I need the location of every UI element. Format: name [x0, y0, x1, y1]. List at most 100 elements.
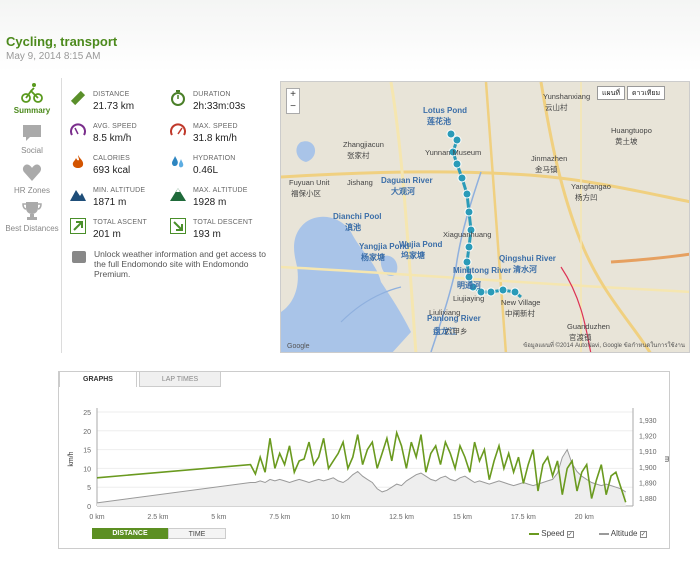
tab-graphs[interactable]: GRAPHS: [59, 371, 137, 387]
y-tick-label: 25: [83, 410, 91, 417]
nav-best-distances[interactable]: Best Distances: [4, 200, 60, 233]
mountain-low-icon: [70, 190, 86, 201]
legend-altitude[interactable]: Altitude ✓: [599, 529, 647, 538]
stat-value: 31.8 km/h: [193, 133, 237, 144]
nav-social[interactable]: Social: [4, 122, 60, 155]
activity-date: May 9, 2014 8:15 AM: [6, 51, 101, 62]
side-navigation: Summary Social HR Zones Best Distances: [0, 78, 62, 353]
map-type-satellite-button[interactable]: ดาวเทียม: [627, 86, 666, 100]
y2-tick-label: 1,880: [639, 496, 657, 503]
map-label: Liulixiang: [429, 308, 461, 317]
legend-altitude-label: Altitude: [610, 529, 638, 538]
map-label: 明通河: [457, 281, 481, 290]
stat-label: MAX. ALTITUDE: [193, 187, 248, 194]
stat-label: DURATION: [193, 91, 231, 98]
map-label: Fuyuan Unit: [289, 178, 330, 187]
y2-tick-label: 1,910: [639, 449, 657, 456]
map-label: Panlong River: [427, 314, 481, 323]
stat-label: AVG. SPEED: [93, 123, 137, 130]
map-label: 云山村: [545, 103, 568, 112]
map-label: Liujiaying: [453, 294, 485, 303]
map-label: 官渡镇: [569, 333, 592, 342]
map-zoom-control[interactable]: + −: [286, 88, 300, 114]
map-label: Jishang: [347, 178, 373, 187]
map-label: Yunnan Museum: [425, 148, 482, 157]
x-tick-label: 15 km: [453, 514, 472, 521]
legend-speed[interactable]: Speed ✓: [529, 529, 574, 538]
map-label: Yangjia Pond: [359, 242, 410, 251]
map-label: Mingtong River: [453, 266, 512, 275]
stat-value: 0.46L: [193, 165, 219, 176]
y2-tick-label: 1,900: [639, 465, 657, 472]
map-label: 六甲乡: [445, 327, 468, 336]
map-label: Zhangjiacun: [343, 140, 384, 149]
y-tick-label: 5: [87, 485, 91, 492]
map-label: Huangtuopo: [611, 126, 652, 135]
tab-lap-times[interactable]: LAP TIMES: [139, 371, 221, 387]
map-type-map-button[interactable]: แผนที่: [597, 86, 626, 100]
y-tick-label: 0: [87, 504, 91, 511]
graph-panel: GRAPHS LAP TIMES 0 5 10 15 20 25 1,880 1,890 1,9…: [58, 371, 670, 549]
checkbox-icon[interactable]: ✓: [639, 531, 647, 538]
map-label: Wujia Pond: [399, 240, 443, 249]
activity-title: Cycling, transport: [6, 34, 118, 49]
stat-total-descent: TOTAL DESCENT 193 m: [170, 214, 270, 244]
route-map[interactable]: + − แผนที่ ดาวเทียม Lotus Pond 莲花池 Yunna…: [280, 81, 690, 353]
stat-value: 693 kcal: [93, 165, 131, 176]
checkbox-icon[interactable]: ✓: [566, 531, 574, 538]
stat-calories: CALORIES 693 kcal: [70, 150, 170, 180]
arrow-up-right-icon: [70, 218, 86, 234]
nav-label: Social: [21, 146, 43, 155]
nav-label: Summary: [13, 106, 51, 115]
stat-value: 193 m: [193, 229, 221, 240]
weather-upsell-text: Unlock weather information and get acces…: [94, 249, 266, 279]
speech-bubble-icon: [23, 125, 41, 141]
stat-value: 21.73 km: [93, 101, 135, 112]
stopwatch-icon: [171, 90, 185, 106]
map-label: 中闸新村: [505, 309, 535, 318]
x-tick-label: 20 km: [575, 514, 594, 521]
map-label: Guanduzhen: [567, 322, 610, 331]
x-tick-label: 12.5 km: [389, 514, 414, 521]
map-label: 福保小区: [291, 189, 321, 198]
stat-avg-speed: AVG. SPEED 8.5 km/h: [70, 118, 170, 148]
map-label: 坞家塘: [401, 251, 425, 260]
stat-label: DISTANCE: [93, 91, 130, 98]
map-zoom-in-button[interactable]: +: [290, 89, 296, 100]
stat-value: 8.5 km/h: [93, 133, 132, 144]
google-logo: Google: [287, 343, 310, 350]
mountain-high-icon: [170, 188, 186, 201]
stat-total-ascent: TOTAL ASCENT 201 m: [70, 214, 170, 244]
map-label: 滇池: [345, 223, 361, 232]
x-axis-distance-toggle[interactable]: DISTANCE: [92, 528, 168, 539]
heart-icon: [22, 164, 42, 181]
map-label: Qingshui River: [499, 254, 556, 263]
y2-tick-label: 1,920: [639, 434, 657, 441]
altitude-swatch: [599, 532, 609, 535]
altitude-area: [97, 449, 626, 506]
stat-label: MAX. SPEED: [193, 123, 238, 130]
stat-duration: DURATION 2h:33m:03s: [170, 86, 270, 116]
map-attribution[interactable]: ข้อมูลแผนที่ ©2014 AutoNavi, Google ข้อก…: [523, 343, 685, 349]
nav-summary[interactable]: Summary: [4, 82, 60, 115]
x-tick-label: 2.5 km: [147, 514, 168, 521]
map-label: Yangfangao: [571, 182, 611, 191]
stat-hydration: HYDRATION 0.46L: [170, 150, 270, 180]
map-label: 莲花池: [427, 117, 451, 126]
stat-value: 201 m: [93, 229, 121, 240]
map-label: Xiaguanhuang: [443, 230, 492, 239]
x-axis-time-toggle[interactable]: TIME: [168, 528, 226, 539]
stat-value: 1871 m: [93, 197, 127, 208]
x-tick-label: 5 km: [211, 514, 226, 521]
stat-label: HYDRATION: [193, 155, 236, 162]
map-label: 清水河: [513, 265, 537, 274]
y2-axis-label: m: [663, 456, 669, 462]
stat-distance: DISTANCE 21.73 km: [70, 86, 170, 116]
map-zoom-out-button[interactable]: −: [290, 101, 296, 112]
map-canvas: [281, 82, 689, 352]
x-tick-label: 0 km: [89, 514, 104, 521]
speed-altitude-chart[interactable]: 0 5 10 15 20 25 1,880 1,890 1,900 1,910 1,920 1,930…: [59, 390, 669, 540]
y-tick-label: 15: [83, 448, 91, 455]
y2-tick-label: 1,890: [639, 481, 657, 488]
nav-hr-zones[interactable]: HR Zones: [4, 162, 60, 195]
